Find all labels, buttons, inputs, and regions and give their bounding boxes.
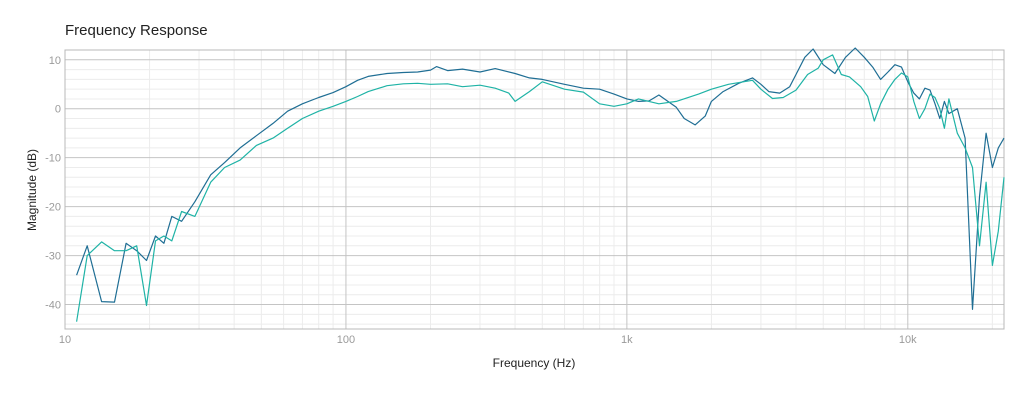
x-tick-labels: 10 100 1k 10k — [59, 334, 917, 346]
chart-title: Frequency Response — [65, 22, 208, 39]
x-tick-label: 1k — [621, 334, 633, 346]
x-tick-label: 10 — [59, 334, 71, 346]
x-axis-label: Frequency (Hz) — [493, 356, 576, 370]
y-tick-label: -10 — [45, 153, 61, 165]
y-tick-label: 0 — [55, 104, 61, 116]
major-grid — [64, 50, 1004, 329]
series-layer — [76, 47, 1005, 322]
y-tick-label: -40 — [45, 300, 61, 312]
y-axis-label: Magnitude (dB) — [25, 149, 39, 231]
x-tick-label: 10k — [899, 334, 917, 346]
y-tick-label: 10 — [49, 55, 61, 67]
series-line-2 — [76, 54, 1005, 322]
x-tick-label: 100 — [337, 334, 355, 346]
plot-frame — [64, 49, 1005, 330]
series-line-1 — [76, 47, 1005, 310]
y-tick-labels: 10 0 -10 -20 -30 -40 — [45, 55, 61, 312]
minor-grid — [65, 49, 1004, 329]
y-tick-label: -20 — [45, 202, 61, 214]
y-tick-label: -30 — [45, 251, 61, 263]
